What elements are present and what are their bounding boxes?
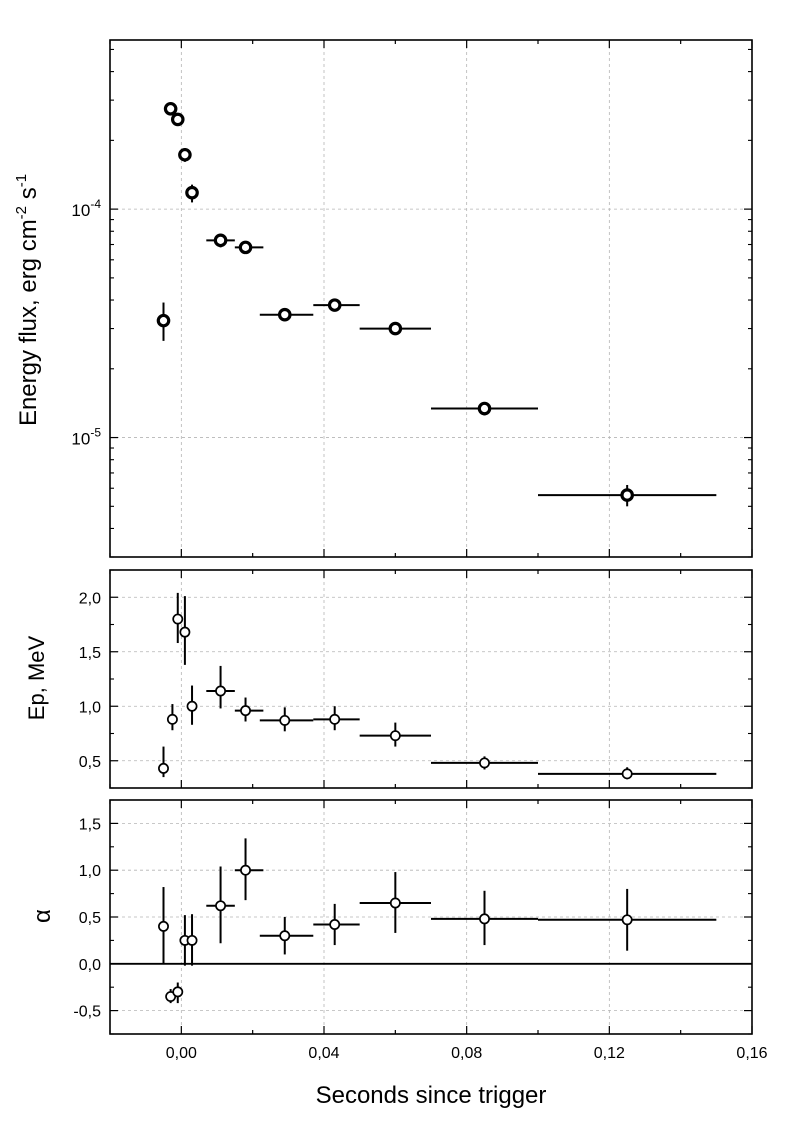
flux-data-point — [156, 302, 171, 341]
alpha-data-point — [206, 866, 235, 944]
ep-marker — [621, 768, 633, 780]
flux-y-tick-label: 10-4 — [71, 197, 101, 220]
alpha-marker — [215, 900, 227, 912]
alpha-data-point — [186, 914, 198, 966]
ep-data-point — [166, 704, 178, 731]
ep-marker — [166, 713, 178, 725]
alpha-data-point — [538, 888, 717, 951]
flux-data-point — [431, 401, 538, 416]
alpha-y-tick-label: 1,5 — [79, 816, 101, 833]
alpha-data-point — [259, 917, 314, 955]
ep-marker — [215, 685, 227, 697]
ep-y-tick-label: 1,0 — [79, 699, 101, 716]
ep-data-point — [313, 706, 360, 731]
ep-data-point — [172, 592, 184, 644]
flux-data-point — [234, 240, 264, 255]
ep-marker — [389, 730, 401, 742]
ep-y-tick-label: 0,5 — [79, 754, 101, 771]
axis-layer: 10-5 10-4 0,5 1,0 1,5 2,0 -0,5 0,0 0,5 1,0 1,5 0,00… — [71, 39, 768, 1062]
ep-data-point — [206, 665, 235, 709]
flux-marker — [388, 321, 403, 336]
flux-marker — [477, 401, 492, 416]
alpha-y-tick-label: 0,0 — [79, 957, 101, 974]
flux-data-point — [185, 184, 199, 203]
ep-data-point — [431, 756, 538, 770]
flux-marker — [178, 147, 192, 162]
ep-data-point — [186, 685, 198, 725]
alpha-marker — [329, 919, 341, 930]
flux-data-point — [206, 233, 235, 248]
alpha-y-tick-label: 0,5 — [79, 910, 101, 927]
alpha-data-point — [313, 903, 360, 946]
flux-marker — [277, 307, 292, 322]
alpha-marker — [240, 864, 251, 876]
flux-data-point — [170, 112, 185, 127]
alpha-marker — [389, 897, 401, 909]
alpha-marker — [158, 920, 169, 932]
ep-y-axis-label: Ep, MeV — [24, 635, 49, 720]
ep-data-point — [158, 746, 169, 778]
ep-marker — [186, 700, 198, 712]
ep-data-point — [259, 707, 314, 732]
ep-y-tick-label: 1,5 — [79, 645, 101, 662]
ep-frame — [109, 569, 753, 789]
flux-data-point — [259, 307, 314, 322]
flux-marker — [156, 313, 171, 328]
flux-y-tick-label: 10-5 — [71, 426, 101, 449]
flux-marker — [620, 488, 634, 502]
ep-marker — [329, 713, 341, 725]
grid-layer — [110, 40, 752, 1034]
ep-marker — [179, 626, 191, 638]
flux-data-point — [313, 298, 360, 312]
ep-y-tick-label: 2,0 — [79, 590, 101, 607]
ep-marker — [279, 714, 291, 726]
ep-data-point — [359, 722, 431, 747]
x-axis-label: Seconds since trigger — [316, 1082, 547, 1109]
alpha-data-point — [234, 838, 264, 901]
flux-marker — [170, 112, 185, 127]
flux-frame — [109, 39, 753, 558]
alpha-data-point — [158, 887, 169, 964]
flux-y-axis-label: Energy flux, erg cm-2 s-1 — [13, 174, 42, 426]
ep-data-point — [234, 697, 264, 722]
ep-data-point — [179, 596, 191, 665]
ep-data-point — [538, 767, 717, 780]
alpha-marker — [479, 913, 490, 925]
alpha-marker — [172, 986, 184, 998]
ep-marker — [172, 613, 184, 625]
flux-marker — [185, 185, 199, 200]
x-tick-label: 0,04 — [308, 1045, 339, 1062]
alpha-marker — [621, 914, 633, 926]
flux-marker — [163, 101, 178, 116]
ep-marker — [158, 762, 169, 774]
alpha-data-point — [431, 890, 538, 946]
alpha-y-axis-label: α — [29, 909, 56, 923]
alpha-data-point — [172, 982, 184, 1004]
alpha-data-point — [359, 872, 431, 933]
alpha-marker — [186, 934, 198, 946]
plot-layer — [156, 101, 717, 1004]
x-tick-label: 0,12 — [594, 1045, 625, 1062]
flux-data-point — [538, 484, 717, 507]
x-tick-label: 0,00 — [166, 1045, 197, 1062]
flux-marker — [327, 298, 342, 312]
flux-data-point — [359, 321, 431, 336]
x-tick-label: 0,08 — [451, 1045, 482, 1062]
flux-data-point — [178, 147, 192, 162]
ep-marker — [479, 757, 490, 769]
flux-marker — [213, 233, 228, 248]
alpha-y-tick-label: -0,5 — [73, 1004, 101, 1021]
alpha-y-tick-label: 1,0 — [79, 863, 101, 880]
x-tick-label: 0,16 — [736, 1045, 767, 1062]
flux-marker — [238, 240, 253, 255]
flux-data-point — [163, 101, 178, 116]
alpha-marker — [279, 930, 291, 942]
ep-marker — [240, 705, 251, 717]
